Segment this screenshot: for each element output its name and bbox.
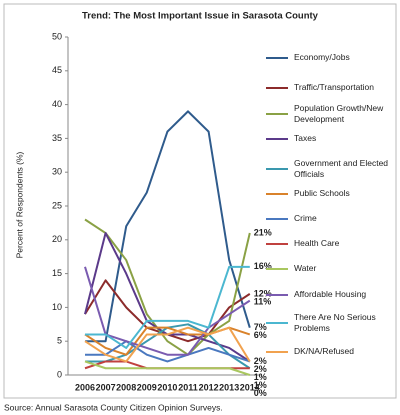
x-tick-label: 2010 (157, 382, 177, 392)
legend-label: Public Schools (294, 188, 350, 198)
legend-item: DK/NA/Refused (266, 346, 396, 357)
value-label: 11% (254, 296, 272, 306)
legend-swatch (266, 192, 288, 195)
legend-item: Population Growth/New Development (266, 103, 396, 125)
value-label: 0% (254, 388, 267, 398)
value-label: 16% (254, 261, 272, 271)
legend-swatch (266, 86, 288, 89)
series-line (84, 279, 251, 343)
y-tick-label: 5 (57, 336, 62, 346)
legend-swatch (266, 350, 288, 353)
legend-label: Water (294, 263, 317, 273)
legend-item: Affordable Housing (266, 289, 396, 300)
y-tick-label: 20 (52, 234, 62, 244)
y-tick-label: 40 (52, 99, 62, 109)
legend-item: Taxes (266, 133, 396, 144)
x-tick-label: 2013 (219, 382, 239, 392)
x-tick-label: 2011 (178, 382, 198, 392)
series-line (84, 360, 251, 376)
y-tick-label: 35 (52, 133, 62, 143)
legend-item: Traffic/Transportation (266, 82, 396, 93)
y-tick-label: 50 (52, 31, 62, 41)
series-line (85, 265, 250, 349)
value-label: 2% (254, 356, 267, 366)
y-tick-label: 0 (57, 369, 62, 379)
legend-label: DK/NA/Refused (294, 346, 354, 356)
legend-swatch (266, 113, 288, 115)
value-label: 1% (254, 380, 267, 390)
value-label: 21% (254, 227, 272, 237)
legend-swatch (266, 322, 288, 324)
value-label: 12% (254, 288, 272, 298)
series-line (84, 218, 251, 356)
y-tick-label: 10 (52, 302, 62, 312)
x-tick-label: 2008 (116, 382, 136, 392)
y-tick-label: 15 (52, 268, 62, 278)
chart-frame (3, 3, 397, 399)
legend-label: Affordable Housing (294, 289, 367, 299)
legend-label: Population Growth/New Development (294, 103, 384, 124)
series-line (85, 110, 251, 343)
legend-item: Crime (266, 213, 396, 224)
value-label: 6% (254, 330, 267, 340)
legend-label: Taxes (294, 133, 317, 143)
legend-swatch (266, 242, 288, 245)
legend-swatch (266, 56, 288, 59)
value-label: 7% (254, 322, 267, 332)
x-tick-label: 2006 (75, 382, 95, 392)
legend-item: Economy/Jobs (266, 52, 396, 63)
legend-swatch (266, 137, 288, 140)
value-label: 1% (254, 372, 267, 382)
chart-title: Trend: The Most Important Issue in Saras… (82, 11, 319, 22)
legend-label: Traffic/Transportation (294, 82, 374, 92)
y-tick-label: 25 (52, 200, 62, 210)
legend-item: Health Care (266, 238, 396, 249)
series-line (84, 266, 251, 356)
legend: Economy/Jobs Traffic/Transportation Popula… (266, 52, 396, 357)
y-axis-label: Percent of Respondents (%) (14, 151, 24, 258)
legend-item: Water (266, 263, 396, 274)
legend-label: Crime (294, 213, 317, 223)
legend-label: Health Care (294, 238, 340, 248)
legend-swatch (266, 168, 288, 170)
legend-swatch (266, 217, 288, 220)
series-line (84, 360, 250, 370)
legend-label: Economy/Jobs (294, 52, 350, 62)
y-tick-label: 30 (52, 167, 62, 177)
legend-item: Government and Elected Officials (266, 158, 396, 180)
legend-label: Government and Elected Officials (294, 158, 389, 179)
series-line (85, 340, 251, 363)
x-tick-label: 2007 (96, 382, 116, 392)
x-tick-label: 2009 (137, 382, 157, 392)
legend-swatch (266, 267, 288, 270)
x-tick-label: 2014 (240, 382, 260, 392)
legend-swatch (266, 293, 288, 296)
x-tick-label: 2012 (199, 382, 219, 392)
source: Source: Annual Sarasota County Citizen O… (4, 402, 223, 412)
legend-item: Public Schools (266, 188, 396, 199)
series-line (84, 326, 251, 363)
legend-label: There Are No Serious Problems (294, 312, 376, 333)
value-label: 2% (254, 364, 267, 374)
y-tick-label: 45 (52, 65, 62, 75)
legend-item: There Are No Serious Problems (266, 312, 396, 334)
